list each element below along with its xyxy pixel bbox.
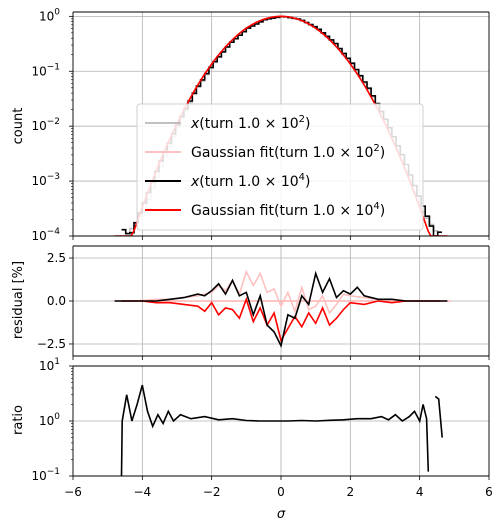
ytick-label: 2.5 (47, 251, 66, 265)
series-line (121, 296, 441, 343)
panel-middle (114, 269, 451, 349)
ytick-label: 10−4 (31, 227, 60, 243)
xtick-label: −4 (133, 485, 151, 499)
ytick-label: 100 (39, 412, 60, 428)
series-line (114, 270, 448, 349)
ytick-label: −2.5 (37, 337, 66, 351)
series-line (434, 395, 443, 438)
legend-label: Gaussian fit(turn 1.0 × 104) (191, 201, 385, 219)
legend: x(turn 1.0 × 102) Gaussian fit(turn 1.0 ×… (136, 103, 424, 231)
tick-labels: 10−4 10−3 10−2 10−1 100 −2.5 0.0 2.5 10−1 100 101 −… (31, 7, 492, 499)
legend-label: x(turn 1.0 × 102) (190, 114, 311, 132)
legend-label: x(turn 1.0 × 104) (190, 172, 311, 190)
ylabel-count: count (11, 108, 26, 145)
xtick-label: 0 (277, 485, 285, 499)
legend-box (136, 103, 424, 231)
xtick-label: 6 (485, 485, 493, 499)
legend-label: Gaussian fit(turn 1.0 × 102) (191, 143, 385, 161)
xtick-label: −2 (203, 485, 221, 499)
ytick-label: 100 (39, 7, 60, 23)
ytick-label: 101 (39, 357, 60, 373)
ytick-label: 10−3 (31, 172, 60, 188)
axes-frames (69, 11, 490, 480)
xtick-label: 4 (416, 485, 424, 499)
ylabel-residual: residual [%] (11, 261, 26, 339)
grid-layer (72, 12, 490, 477)
ytick-label: 10−1 (31, 62, 60, 78)
ytick-label: 0.0 (47, 294, 66, 308)
ytick-label: 10−1 (31, 467, 60, 483)
series-line (120, 384, 430, 476)
xlabel-sigma: σ (277, 507, 286, 522)
panel-bottom (120, 384, 443, 476)
ylabel-ratio: ratio (11, 405, 26, 435)
ytick-label: 10−2 (31, 117, 60, 133)
xtick-label: 2 (347, 485, 355, 499)
xtick-label: −6 (64, 485, 82, 499)
